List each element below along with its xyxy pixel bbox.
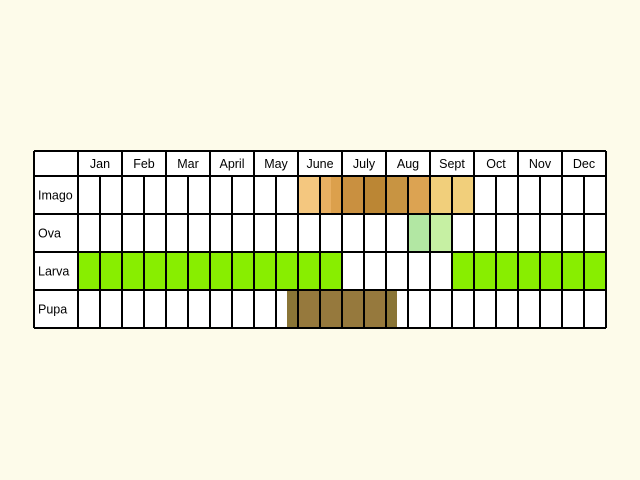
month-label: Dec <box>573 157 595 171</box>
month-label: Sept <box>439 157 465 171</box>
period-imago <box>408 176 430 214</box>
grid-lines <box>33 150 607 329</box>
stage-label: Larva <box>38 265 69 279</box>
month-label: Mar <box>177 157 199 171</box>
month-label: Nov <box>529 157 552 171</box>
month-label: Oct <box>486 157 506 171</box>
period-imago <box>298 176 320 214</box>
period-imago <box>320 176 331 214</box>
period-imago <box>364 176 386 214</box>
month-label: July <box>353 157 376 171</box>
stage-label: Ova <box>38 227 61 241</box>
month-label: Feb <box>133 157 155 171</box>
month-label: June <box>306 157 333 171</box>
month-label: May <box>264 157 288 171</box>
period-pupa <box>386 290 397 328</box>
month-label: April <box>219 157 244 171</box>
period-ova <box>408 214 430 252</box>
period-imago <box>342 176 364 214</box>
stage-label: Imago <box>38 189 73 203</box>
stage-label: Pupa <box>38 303 67 317</box>
month-label: Jan <box>90 157 110 171</box>
month-label: Aug <box>397 157 419 171</box>
period-larva <box>452 252 606 290</box>
period-imago <box>386 176 408 214</box>
period-ova <box>430 214 452 252</box>
labels: Jan Feb Mar April May June July Aug Sept Oct Nov De… <box>38 157 595 317</box>
period-pupa <box>287 290 298 328</box>
period-imago <box>331 176 342 214</box>
